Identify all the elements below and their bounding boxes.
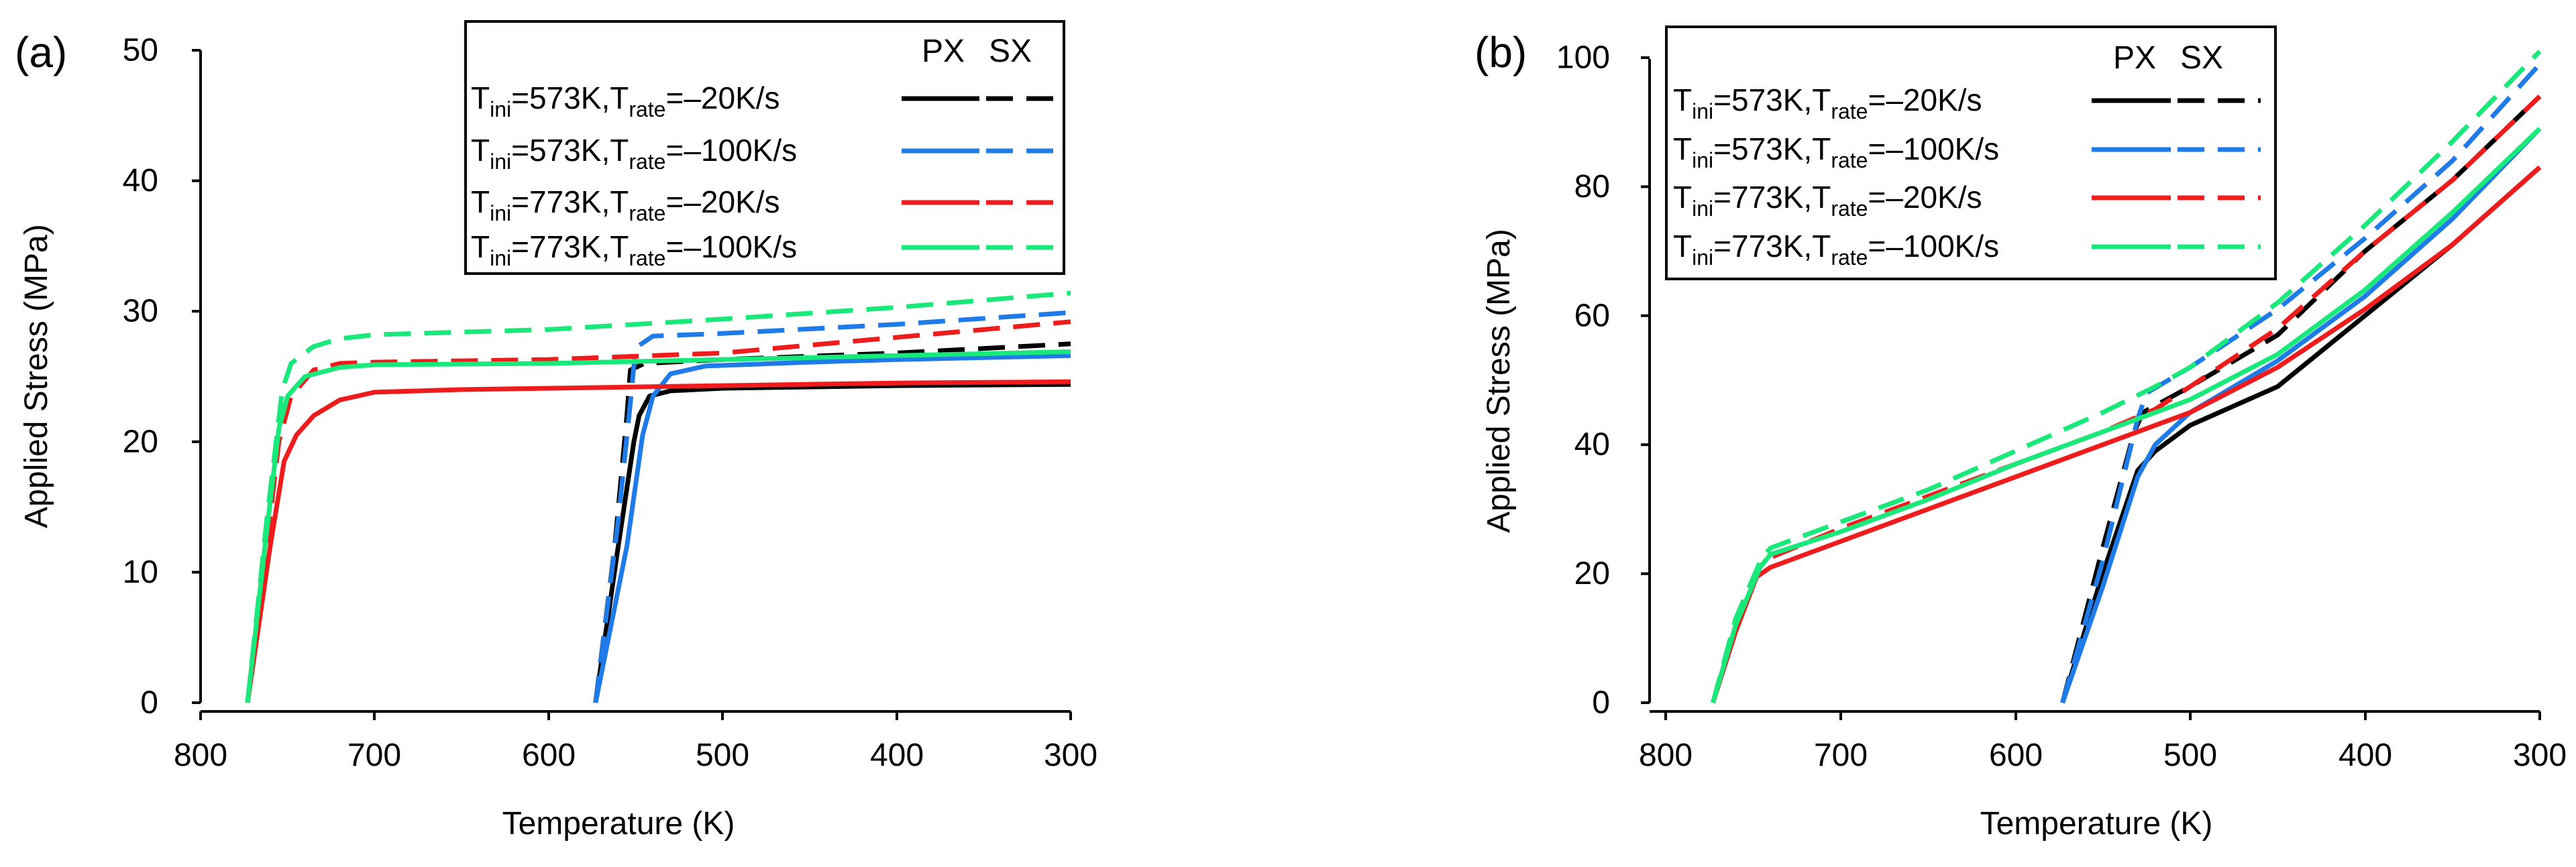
panel-a-x-ticks (199, 711, 1072, 720)
legend-t-rate: –100K/s (1886, 229, 1999, 264)
x-tick-label: 300 (1044, 738, 1097, 773)
chart-panel-b: (b) 0 20 40 60 80 100 800 (1474, 25, 2567, 842)
series-line-px-4 (245, 379, 1071, 703)
legend-entry: Tini=573K,Trate=–20K/s (471, 80, 1053, 121)
panel-a-x-axis-title: Temperature (K) (502, 806, 735, 842)
legend-t-ini: 773K (1731, 180, 1804, 215)
panel-b-y-axis-title: Applied Stress (MPa) (1481, 229, 1517, 533)
y-tick-label: 40 (1574, 427, 1610, 463)
panel-b-x-tick-labels: 800 700 600 500 400 300 (1639, 738, 2567, 773)
y-tick-label: 0 (140, 685, 158, 721)
x-tick-label: 700 (347, 738, 401, 773)
series-line-sx-1 (593, 341, 1071, 703)
panel-b-x-axis-title: Temperature (K) (1980, 806, 2213, 842)
x-tick-label: 800 (174, 738, 227, 773)
legend-label: Tini=573K,Trate=–20K/s (1673, 82, 1982, 123)
legend-t-rate: –20K/s (1886, 180, 1982, 215)
y-tick-label: 80 (1574, 169, 1610, 205)
x-tick-label: 300 (2513, 738, 2567, 773)
series-line-px-2 (593, 353, 1071, 703)
x-tick-label: 600 (522, 738, 576, 773)
legend-t-rate: –20K/s (1886, 82, 1982, 117)
x-tick-label: 400 (870, 738, 924, 773)
legend-t-ini: 573K (1731, 82, 1804, 117)
panel-a-label: (a) (15, 28, 67, 76)
x-tick-label: 500 (2163, 738, 2217, 773)
legend-t-ini: 773K (529, 184, 602, 219)
legend-label: Tini=773K,Trate=–20K/s (1673, 180, 1982, 221)
legend-entry: Tini=773K,Trate=–20K/s (471, 184, 1053, 225)
legend-header-sx: SX (989, 34, 1032, 69)
x-tick-label: 800 (1639, 738, 1693, 773)
legend-header-px: PX (2113, 40, 2156, 76)
legend-entry: Tini=773K,Trate=–20K/s (1673, 180, 2261, 221)
legend-header-sx: SX (2180, 40, 2223, 76)
legend-label: Tini=773K,Trate=–100K/s (471, 229, 797, 270)
y-tick-label: 40 (123, 163, 158, 198)
series-line-px-0 (593, 382, 1071, 703)
legend-box (464, 20, 1065, 275)
legend-t-rate: –20K/s (684, 184, 780, 219)
legend-t-ini: 773K (1731, 229, 1804, 264)
panel-a-legend: PX SX Tini=573K,Trate=–20K/s Tini=573K,T… (464, 20, 1065, 275)
legend-t-rate: –100K/s (684, 133, 797, 168)
y-tick-label: 100 (1556, 40, 1610, 76)
series-line-sx-3 (593, 310, 1071, 703)
y-tick-label: 60 (1574, 298, 1610, 333)
legend-header-px: PX (922, 34, 965, 69)
y-tick-label: 50 (123, 33, 158, 68)
y-tick-label: 20 (1574, 556, 1610, 591)
panel-b-curves (1711, 49, 2542, 704)
legend-label: Tini=573K,Trate=–100K/s (1673, 131, 1999, 172)
chart-panel-a: (a) 0 10 20 30 40 50 800 (15, 20, 1097, 842)
legend-t-ini: 573K (529, 80, 602, 115)
panel-b-y-tick-labels: 0 20 40 60 80 100 (1556, 40, 1610, 721)
x-tick-label: 600 (1989, 738, 2043, 773)
legend-t-rate: –20K/s (684, 80, 780, 115)
panel-b-legend: PX SX Tini=573K,Trate=–20K/s Tini=573K,T… (1665, 25, 2277, 280)
legend-entry: Tini=573K,Trate=–100K/s (1673, 131, 2261, 172)
series-line-px-6 (1711, 127, 2542, 703)
legend-entry: Tini=773K,Trate=–100K/s (1673, 229, 2261, 270)
panel-b-y-ticks (1641, 56, 1650, 704)
legend-entry: Tini=573K,Trate=–20K/s (1673, 82, 2261, 123)
legend-entry: Tini=773K,Trate=–100K/s (471, 229, 1053, 270)
y-tick-label: 10 (123, 555, 158, 590)
panel-a-x-tick-labels: 800 700 600 500 400 300 (174, 738, 1097, 773)
legend-t-ini: 573K (1731, 131, 1804, 166)
series-line-sx-7 (1711, 49, 2542, 703)
panel-b-label: (b) (1474, 28, 1527, 76)
y-tick-label: 0 (1592, 685, 1610, 721)
panel-a-y-tick-labels: 0 10 20 30 40 50 (123, 33, 158, 721)
panel-a-curves (245, 290, 1071, 703)
legend-t-rate: –100K/s (684, 229, 797, 264)
panel-b-x-ticks (1664, 711, 2541, 720)
series-line-sx-5 (245, 319, 1071, 703)
legend-label: Tini=773K,Trate=–20K/s (471, 184, 780, 225)
legend-box (1665, 25, 2277, 280)
legend-t-ini: 773K (529, 229, 602, 264)
panel-a-y-axis-title: Applied Stress (MPa) (19, 224, 54, 528)
legend-t-ini: 573K (529, 133, 602, 168)
x-tick-label: 400 (2339, 738, 2392, 773)
y-tick-label: 30 (123, 294, 158, 329)
x-tick-label: 500 (696, 738, 749, 773)
x-tick-label: 700 (1814, 738, 1868, 773)
series-line-px-6 (245, 349, 1071, 703)
legend-label: Tini=573K,Trate=–20K/s (471, 80, 780, 121)
y-tick-label: 20 (123, 424, 158, 459)
legend-t-rate: –100K/s (1886, 131, 1999, 166)
panel-a-y-ticks (192, 49, 201, 704)
